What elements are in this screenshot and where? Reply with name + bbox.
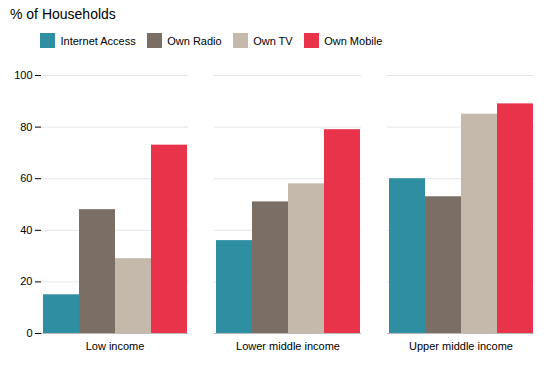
svg-text:Low income: Low income <box>86 340 145 352</box>
html-text:Own Radio: Own Radio <box>167 34 222 47</box>
svg-text:20: 20 <box>20 275 32 287</box>
svg-text:40: 40 <box>20 223 32 235</box>
svg-text:60: 60 <box>20 172 32 184</box>
html-text:Own TV: Own TV <box>253 34 293 47</box>
html-text:Own Mobile: Own Mobile <box>324 34 383 47</box>
svg-text:0: 0 <box>26 327 32 339</box>
svg-text:100: 100 <box>14 69 32 81</box>
svg-text:80: 80 <box>20 120 32 132</box>
svg-text:Lower middle income: Lower middle income <box>236 340 340 352</box>
html-text:Internet Access: Internet Access <box>60 34 136 47</box>
html-text:% of Households: % of Households <box>10 6 116 22</box>
svg-text:Upper middle income: Upper middle income <box>409 340 513 352</box>
